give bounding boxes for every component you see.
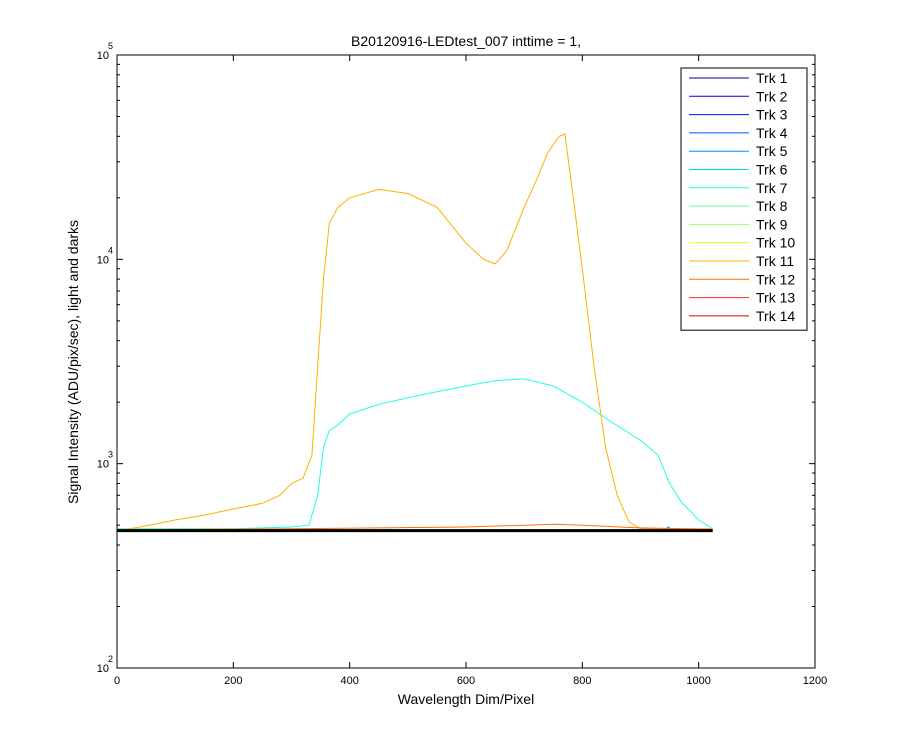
legend-label-trk-12: Trk 12 bbox=[756, 271, 795, 287]
chart-title: B20120916-LEDtest_007 inttime = 1, bbox=[351, 33, 581, 49]
legend-label-trk-7: Trk 7 bbox=[756, 180, 788, 196]
series-line-trk-11 bbox=[116, 133, 713, 532]
legend: Trk 1 Trk 2 Trk 3 Trk 4 Trk 5 Trk 6 Trk 7 Trk 8… bbox=[680, 67, 808, 331]
x-tick-label: 200 bbox=[224, 675, 242, 687]
legend-label-trk-5: Trk 5 bbox=[756, 143, 788, 159]
x-axis-label: Wavelength Dim/Pixel bbox=[398, 691, 534, 707]
x-tick-label: 1200 bbox=[803, 675, 827, 687]
y-tick-label-exponent: 5 bbox=[108, 41, 113, 51]
y-tick-label-exponent: 2 bbox=[108, 654, 113, 664]
legend-label-trk-4: Trk 4 bbox=[756, 125, 788, 141]
x-tick-label: 600 bbox=[457, 675, 475, 687]
legend-label-trk-8: Trk 8 bbox=[756, 198, 788, 214]
legend-label-trk-10: Trk 10 bbox=[756, 235, 795, 251]
y-tick-label-exponent: 4 bbox=[108, 245, 113, 255]
y-tick-label-exponent: 3 bbox=[108, 450, 113, 460]
y-tick-label-base: 10 bbox=[97, 50, 109, 62]
legend-label-trk-1: Trk 1 bbox=[756, 70, 788, 86]
legend-box bbox=[680, 67, 808, 331]
x-tick-label: 800 bbox=[573, 675, 591, 687]
y-axis-label: Signal Intensity (ADU/pix/sec), light an… bbox=[65, 220, 81, 504]
y-tick-label-base: 10 bbox=[97, 459, 109, 471]
y-tick-label-base: 10 bbox=[97, 663, 109, 675]
legend-label-trk-13: Trk 13 bbox=[756, 290, 795, 306]
legend-label-trk-11: Trk 11 bbox=[756, 253, 794, 269]
series-layer bbox=[116, 133, 713, 533]
legend-label-trk-9: Trk 9 bbox=[756, 216, 788, 232]
x-tick-label: 400 bbox=[340, 675, 358, 687]
y-tick-label-base: 10 bbox=[97, 254, 109, 266]
legend-label-trk-14: Trk 14 bbox=[756, 308, 795, 324]
x-tick-label: 0 bbox=[114, 675, 120, 687]
series-line-trk-7 bbox=[117, 378, 713, 530]
legend-label-trk-2: Trk 2 bbox=[756, 88, 788, 104]
legend-label-trk-3: Trk 3 bbox=[756, 107, 788, 123]
legend-label-trk-6: Trk 6 bbox=[756, 162, 788, 178]
x-tick-label: 1000 bbox=[686, 675, 710, 687]
series-line-trk-12 bbox=[116, 523, 713, 531]
